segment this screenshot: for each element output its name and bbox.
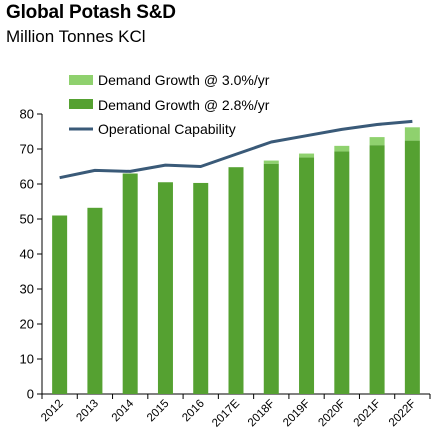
y-tick-label: 50	[20, 212, 34, 227]
y-tick-label: 40	[20, 247, 34, 262]
legend-label-operational-capability: Operational Capability	[98, 121, 236, 137]
y-tick-label: 30	[20, 282, 34, 297]
bar-demand-2-8	[334, 151, 350, 394]
x-tick-label: 2015	[145, 398, 172, 425]
x-tick-label: 2018F	[246, 398, 278, 430]
bar-demand-3-0-increment	[299, 153, 315, 158]
y-tick-label: 10	[20, 352, 34, 367]
x-tick-label: 2019F	[281, 398, 313, 430]
bar-demand-2-8	[87, 207, 103, 394]
chart-legend: Demand Growth @ 3.0%/yr Demand Growth @ …	[69, 72, 270, 137]
bar-demand-3-0-increment	[334, 145, 350, 152]
chart-line	[59, 119, 413, 180]
bar-demand-2-8	[193, 182, 209, 394]
y-tick-label: 60	[20, 177, 34, 192]
x-tick-label: 2022F	[387, 398, 419, 430]
legend-swatch-demand-3-0	[69, 75, 93, 85]
bar-demand-2-8	[263, 163, 279, 394]
x-tick-label: 2014	[110, 397, 137, 424]
bar-demand-2-8	[369, 145, 385, 394]
bar-demand-2-8	[404, 140, 420, 394]
bar-demand-3-0-increment	[404, 127, 420, 141]
bar-demand-2-8	[228, 167, 244, 394]
legend-swatch-demand-2-8	[69, 99, 93, 109]
legend-label-demand-2-8: Demand Growth @ 2.8%/yr	[98, 97, 270, 113]
bar-demand-2-8	[122, 173, 138, 394]
y-tick-label: 0	[27, 387, 34, 402]
chart-bars	[52, 127, 420, 394]
y-tick-label: 70	[20, 142, 34, 157]
x-tick-label: 2021F	[352, 398, 384, 430]
x-tick-label: 2012	[39, 398, 66, 425]
legend-label-demand-3-0: Demand Growth @ 3.0%/yr	[98, 72, 270, 88]
x-tick-label: 2020F	[316, 398, 348, 430]
chart-subtitle: Million Tonnes KCl	[6, 27, 146, 46]
y-tick-label: 80	[20, 107, 34, 122]
x-tick-label: 2017E	[210, 397, 242, 429]
bar-demand-2-8	[157, 182, 173, 394]
bar-demand-2-8	[299, 157, 315, 394]
bar-demand-2-8	[52, 215, 68, 394]
x-tick-label: 2016	[180, 398, 207, 425]
x-tick-label: 2013	[74, 398, 101, 425]
bar-demand-3-0-increment	[369, 137, 385, 146]
bar-demand-3-0-increment	[263, 160, 279, 164]
y-tick-label: 20	[20, 317, 34, 332]
chart-title: Global Potash S&D	[6, 2, 176, 23]
